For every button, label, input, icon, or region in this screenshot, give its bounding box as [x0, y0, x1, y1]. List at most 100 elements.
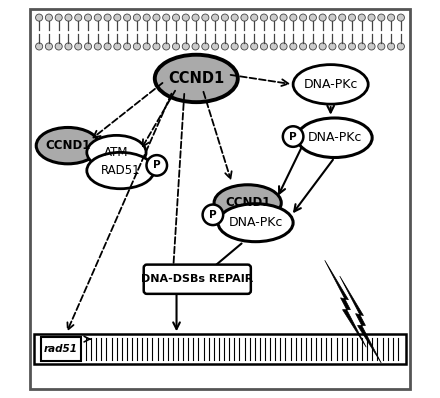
Circle shape — [309, 43, 316, 50]
Circle shape — [309, 14, 316, 21]
Circle shape — [182, 14, 189, 21]
Circle shape — [36, 43, 43, 50]
Ellipse shape — [87, 152, 154, 189]
Text: CCND1: CCND1 — [225, 197, 270, 209]
Circle shape — [368, 43, 375, 50]
Circle shape — [143, 43, 150, 50]
Circle shape — [104, 14, 111, 21]
Circle shape — [65, 14, 72, 21]
Circle shape — [339, 43, 346, 50]
Circle shape — [397, 43, 404, 50]
Text: CCND1: CCND1 — [168, 71, 224, 86]
Circle shape — [94, 14, 101, 21]
Circle shape — [388, 43, 395, 50]
Ellipse shape — [218, 204, 293, 242]
Circle shape — [45, 43, 52, 50]
Circle shape — [124, 43, 131, 50]
Text: P: P — [290, 132, 297, 142]
Circle shape — [241, 43, 248, 50]
Circle shape — [182, 43, 189, 50]
Circle shape — [84, 43, 92, 50]
Ellipse shape — [87, 135, 146, 170]
Text: DNA-PKc: DNA-PKc — [304, 78, 358, 91]
Text: P: P — [209, 210, 216, 220]
Circle shape — [221, 14, 228, 21]
Circle shape — [104, 43, 111, 50]
Ellipse shape — [293, 64, 368, 104]
FancyBboxPatch shape — [30, 9, 410, 389]
FancyBboxPatch shape — [144, 265, 251, 294]
Text: P: P — [153, 160, 161, 170]
Circle shape — [114, 14, 121, 21]
Polygon shape — [325, 260, 366, 347]
Circle shape — [172, 43, 180, 50]
Circle shape — [231, 14, 238, 21]
Ellipse shape — [297, 118, 372, 158]
Circle shape — [153, 43, 160, 50]
Circle shape — [133, 43, 140, 50]
Circle shape — [124, 14, 131, 21]
Circle shape — [65, 43, 72, 50]
Circle shape — [147, 155, 167, 176]
Circle shape — [358, 43, 365, 50]
Circle shape — [153, 14, 160, 21]
Circle shape — [290, 43, 297, 50]
Circle shape — [251, 14, 258, 21]
Circle shape — [290, 14, 297, 21]
Circle shape — [212, 14, 219, 21]
Text: RAD51: RAD51 — [101, 164, 140, 177]
Circle shape — [397, 14, 404, 21]
Circle shape — [260, 14, 268, 21]
Circle shape — [300, 14, 307, 21]
Circle shape — [319, 43, 326, 50]
Circle shape — [329, 14, 336, 21]
Circle shape — [339, 14, 346, 21]
Text: rad51: rad51 — [44, 344, 78, 354]
Circle shape — [319, 14, 326, 21]
Circle shape — [192, 14, 199, 21]
Circle shape — [270, 14, 277, 21]
Circle shape — [75, 14, 82, 21]
Text: CCND1: CCND1 — [45, 139, 91, 152]
Circle shape — [84, 14, 92, 21]
Circle shape — [202, 43, 209, 50]
Circle shape — [348, 14, 356, 21]
Circle shape — [36, 14, 43, 21]
Circle shape — [251, 43, 258, 50]
Circle shape — [172, 14, 180, 21]
Circle shape — [368, 14, 375, 21]
Circle shape — [212, 43, 219, 50]
Circle shape — [55, 14, 62, 21]
Circle shape — [280, 43, 287, 50]
Circle shape — [329, 43, 336, 50]
Circle shape — [378, 43, 385, 50]
Circle shape — [231, 43, 238, 50]
Circle shape — [45, 14, 52, 21]
Circle shape — [143, 14, 150, 21]
Ellipse shape — [155, 55, 238, 102]
Text: DNA-PKc: DNA-PKc — [308, 131, 362, 144]
Text: DNA-PKc: DNA-PKc — [228, 216, 283, 229]
Circle shape — [270, 43, 277, 50]
Ellipse shape — [214, 185, 281, 221]
Circle shape — [348, 43, 356, 50]
Circle shape — [192, 43, 199, 50]
Circle shape — [55, 43, 62, 50]
Circle shape — [378, 14, 385, 21]
Circle shape — [280, 14, 287, 21]
Circle shape — [133, 14, 140, 21]
Circle shape — [163, 43, 170, 50]
Text: RT: RT — [355, 288, 370, 298]
Circle shape — [300, 43, 307, 50]
Circle shape — [114, 43, 121, 50]
Circle shape — [94, 43, 101, 50]
Circle shape — [241, 14, 248, 21]
Circle shape — [75, 43, 82, 50]
Circle shape — [388, 14, 395, 21]
FancyBboxPatch shape — [34, 334, 406, 364]
Circle shape — [163, 14, 170, 21]
Ellipse shape — [36, 127, 99, 164]
Text: ATM: ATM — [104, 146, 129, 159]
Circle shape — [283, 126, 304, 147]
Circle shape — [202, 205, 223, 225]
